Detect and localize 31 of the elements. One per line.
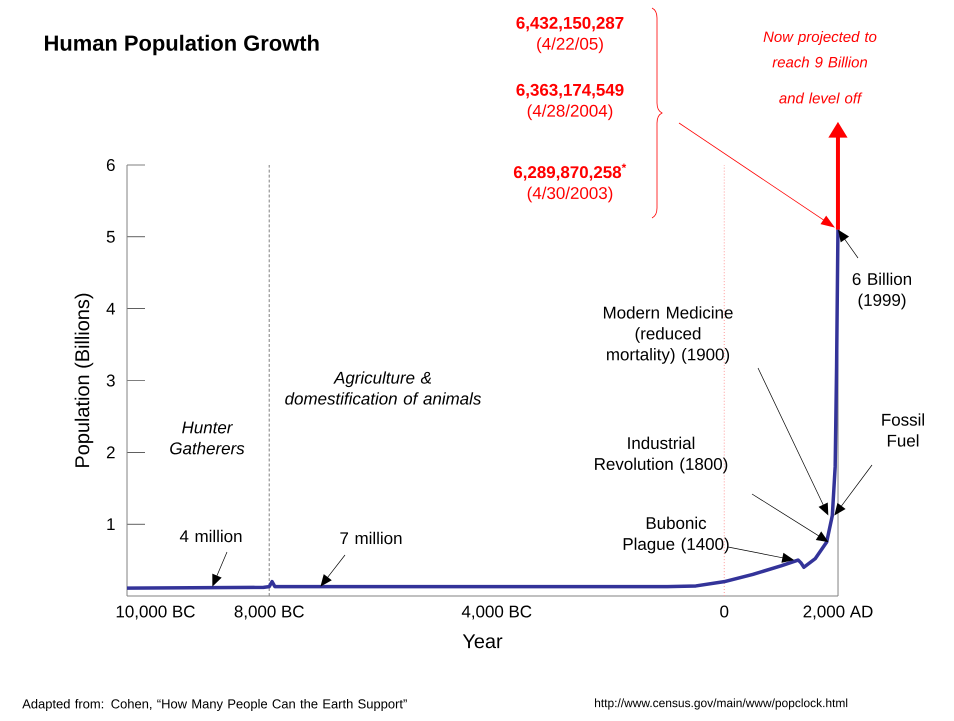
x-tick-label: 4,000 BC xyxy=(462,606,532,620)
annotation: Agriculture & domestification of animals xyxy=(285,371,481,405)
annotation: 7 million xyxy=(340,532,402,544)
text: reach 9 Billion xyxy=(772,56,868,68)
text: and level off xyxy=(779,92,862,104)
text: 6,289,870,258$^{*}$ (4/30/2003) xyxy=(514,164,626,202)
text: 6,432,150,287 (4/22/05) xyxy=(516,16,624,54)
text: http://www.census.gov/main/www/popclock.html xyxy=(595,698,848,710)
text: Adapted from: Cohen, “How Many People Can the Earth Support” xyxy=(22,698,407,712)
annotation: Industrial Revolution (1800) xyxy=(595,436,728,474)
annotation: Hunter Gatherers xyxy=(170,422,244,454)
y-tick-label: 6 xyxy=(106,159,115,172)
y-tick-label: 3 xyxy=(106,374,115,387)
annotation: Modern Medicine (reduced mortality) (1900) xyxy=(604,306,733,364)
x-axis-title: Year xyxy=(462,634,502,648)
annotation: 4 million xyxy=(180,530,242,542)
y-tick-label: 1 xyxy=(107,518,115,530)
text: 6,363,174,549 (4/28/2004) xyxy=(516,84,624,120)
x-tick-label: 0 xyxy=(720,606,728,618)
annotation: 6 Billion (1999) xyxy=(852,272,911,310)
y-axis-title: Population (Billions) xyxy=(74,294,94,467)
x-tick-label: 8,000 BC xyxy=(234,606,304,620)
chart-title: Human Population Growth xyxy=(44,34,319,56)
annotation: Bubonic Plague (1400) xyxy=(624,516,729,554)
text: Fossil Fuel xyxy=(882,413,924,447)
x-tick-label: 10,000 BC xyxy=(116,606,195,620)
text: Now projected to xyxy=(764,31,876,45)
y-tick-label: 4 xyxy=(106,302,115,314)
y-tick-label: 2 xyxy=(106,446,115,458)
x-tick-label: 2,000 AD xyxy=(804,606,872,620)
y-tick-label: 5 xyxy=(106,230,115,243)
